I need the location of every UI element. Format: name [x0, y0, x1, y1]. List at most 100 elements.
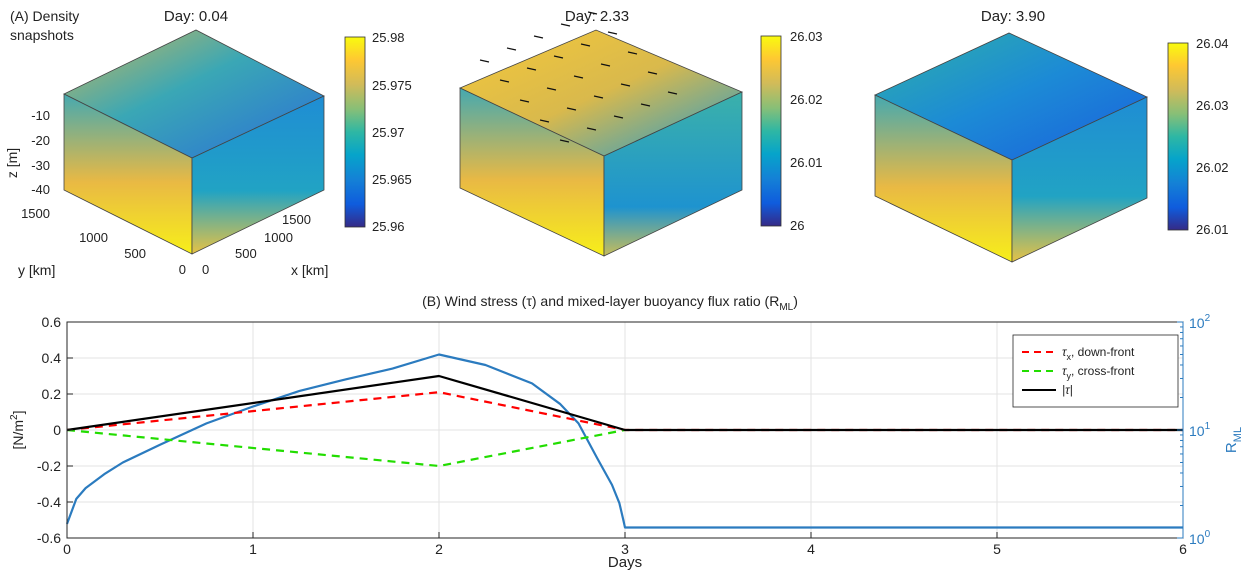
- cube-3-right-face: [1011, 96, 1148, 263]
- colorbar-2: 26.03 26.02 26.01 26: [760, 29, 823, 233]
- colorbar-3: 26.04 26.03 26.02 26.01: [1167, 36, 1229, 237]
- y-tick: 1000: [79, 230, 108, 245]
- x-tick-label: 4: [807, 541, 815, 557]
- snapshot-1-title: Day: 0.04: [164, 8, 228, 25]
- colorbar-tick: 26.03: [1196, 98, 1229, 113]
- z-tick: -10: [31, 108, 50, 123]
- panel-a-label-line2: snapshots: [10, 27, 74, 43]
- wind-arrows: [479, 11, 678, 143]
- x-axis-label: x [km]: [291, 262, 328, 278]
- y-right-tick-label: 100: [1189, 529, 1211, 547]
- y-right-tick-label: 102: [1189, 313, 1211, 331]
- x-tick: 0: [202, 262, 209, 277]
- colorbar-tick: 26.04: [1196, 36, 1229, 51]
- wind-arrow: [479, 59, 490, 63]
- z-tick: -20: [31, 133, 50, 148]
- colorbar-1: 25.98 25.975 25.97 25.965 25.96: [344, 30, 412, 234]
- wind-arrow: [553, 55, 564, 59]
- wind-arrow: [607, 31, 618, 35]
- y-tick: 500: [124, 246, 146, 261]
- z-axis-label: z [m]: [4, 148, 20, 178]
- colorbar-tick: 25.975: [372, 78, 412, 93]
- y-tick: 1500: [21, 206, 50, 221]
- wind-arrow: [559, 139, 570, 143]
- x-tick-label: 1: [249, 541, 257, 557]
- wind-arrow: [566, 107, 577, 111]
- x-tick-label: 6: [1179, 541, 1187, 557]
- wind-arrow: [640, 103, 651, 107]
- x-axis-ticks: 0 1 2 3 4 5 6: [63, 532, 1187, 557]
- wind-arrow: [587, 11, 598, 15]
- wind-arrow: [647, 71, 658, 75]
- colorbar-tick: 26.02: [790, 92, 823, 107]
- snapshot-2-title: Day: 2.33: [565, 8, 629, 25]
- y-tick-label: 0.6: [42, 314, 62, 330]
- wind-stress-chart: (B) Wind stress (τ) and mixed-layer buoy…: [9, 293, 1244, 571]
- y-axis: 1500 1000 500 0 y [km]: [18, 206, 186, 278]
- y-axis-label: [N/m2]: [9, 410, 26, 449]
- wind-arrow: [613, 115, 624, 119]
- wind-arrow: [519, 99, 530, 103]
- wind-arrow: [573, 75, 584, 79]
- wind-arrow: [667, 91, 678, 95]
- snapshot-3: Day: 3.90 26.04 26.03 26.02 26.01: [874, 8, 1229, 263]
- y-tick-label: 0: [53, 422, 61, 438]
- y-right-axis-label: RML: [1223, 427, 1244, 453]
- wind-arrow: [560, 23, 571, 27]
- colorbar-3-scale: [1167, 42, 1189, 231]
- wind-arrow: [580, 43, 591, 47]
- chart-title: (B) Wind stress (τ) and mixed-layer buoy…: [422, 293, 798, 313]
- colorbar-2-scale: [760, 35, 782, 227]
- colorbar-1-scale: [344, 36, 366, 228]
- y-tick-label: -0.2: [37, 458, 61, 474]
- x-axis-label: Days: [608, 554, 642, 571]
- y-axis-ticks: 0.6 0.4 0.2 0 -0.2 -0.4 -0.6: [37, 314, 73, 546]
- series-line-3: [66, 374, 1183, 432]
- wind-arrow: [546, 87, 557, 91]
- wind-arrow: [586, 127, 597, 131]
- cube-1-right-face: [191, 95, 325, 255]
- wind-arrow: [627, 51, 638, 55]
- colorbar-tick: 25.96: [372, 219, 405, 234]
- x-tick-label: 0: [63, 541, 71, 557]
- colorbar-tick: 25.965: [372, 172, 412, 187]
- legend: τx, down-front τy, cross-front |τ|: [1012, 334, 1179, 408]
- colorbar-tick: 25.98: [372, 30, 405, 45]
- z-axis: -10 -20 -30 -40 z [m]: [4, 108, 50, 197]
- x-tick: 500: [235, 246, 257, 261]
- y-tick-label: 0.2: [42, 386, 62, 402]
- wind-arrow: [526, 67, 537, 71]
- wind-arrow: [533, 35, 544, 39]
- y-tick-label: -0.6: [37, 530, 61, 546]
- x-axis: 0 500 1000 1500 x [km]: [202, 212, 328, 278]
- x-tick-label: 2: [435, 541, 443, 557]
- x-tick: 1500: [282, 212, 311, 227]
- wind-arrow: [506, 47, 517, 51]
- wind-arrow: [593, 95, 604, 99]
- wind-arrow: [539, 119, 550, 123]
- colorbar-tick: 26: [790, 218, 804, 233]
- legend-label: τy, cross-front: [1062, 364, 1135, 381]
- z-tick: -40: [31, 182, 50, 197]
- y-tick: 0: [179, 262, 186, 277]
- colorbar-tick: 25.97: [372, 125, 405, 140]
- snapshot-1: Day: 0.04 -10 -20 -30 -40 z [m] 1500 100…: [4, 8, 412, 278]
- panel-a-label: (A) Density: [10, 8, 79, 24]
- y-tick-label: -0.4: [37, 494, 61, 510]
- cube-2-right-face: [603, 91, 743, 257]
- series-line-4: [65, 353, 1183, 529]
- colorbar-tick: 26.01: [1196, 222, 1229, 237]
- legend-label: τx, down-front: [1062, 345, 1135, 362]
- colorbar-tick: 26.01: [790, 155, 823, 170]
- snapshot-3-title: Day: 3.90: [981, 8, 1045, 25]
- x-tick: 1000: [264, 230, 293, 245]
- colorbar-tick: 26.03: [790, 29, 823, 44]
- z-tick: -30: [31, 158, 50, 173]
- y-tick-label: 0.4: [42, 350, 62, 366]
- density-snapshots-panel: (A) Density snapshots Day: 0.04 -10 -20 …: [4, 8, 1229, 278]
- wind-arrow: [620, 83, 631, 87]
- snapshot-2: Day: 2.33 26.03 26.02 26.01 26: [459, 8, 823, 257]
- legend-label: |τ|: [1062, 383, 1073, 397]
- series-layer: [65, 353, 1183, 529]
